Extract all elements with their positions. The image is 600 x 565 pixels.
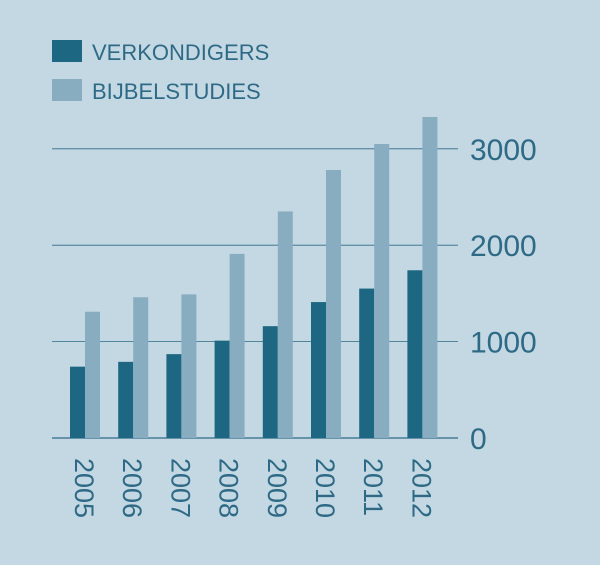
x-tick-label: 2007 — [165, 458, 195, 518]
bar-bijbelstudies-2011 — [374, 143, 390, 439]
bar-verkondigers-2005 — [70, 366, 85, 438]
x-axis-labels: 2005 2006 2007 2008 2009 2010 2011 2012 — [69, 458, 436, 518]
x-tick-label: 2008 — [214, 458, 244, 518]
gridlines — [52, 148, 458, 439]
bar-bijbelstudies-2005 — [85, 311, 100, 438]
bar-verkondigers-2009 — [262, 326, 278, 438]
y-tick-label: 1000 — [470, 327, 537, 360]
y-tick-label: 0 — [470, 423, 487, 456]
bar-bijbelstudies-2010 — [326, 170, 341, 438]
bar-bijbelstudies-2008 — [229, 253, 245, 438]
legend-label-bijbelstudies: BIJBELSTUDIES — [92, 79, 261, 104]
y-tick-label: 2000 — [470, 230, 537, 263]
bar-bijbelstudies-2007 — [181, 294, 197, 438]
y-tick-label: 3000 — [470, 134, 537, 167]
x-tick-label: 2009 — [262, 458, 292, 518]
legend-swatch-verkondigers — [52, 40, 82, 62]
bar-verkondigers-2007 — [166, 354, 182, 438]
bar-verkondigers-2011 — [359, 288, 375, 438]
y-axis-ticks: 0 1000 2000 3000 — [470, 134, 537, 456]
legend-label-verkondigers: VERKONDIGERS — [92, 40, 269, 65]
bar-verkondigers-2008 — [214, 340, 230, 438]
legend: VERKONDIGERS BIJBELSTUDIES — [52, 40, 269, 104]
bar-bijbelstudies-2006 — [133, 297, 149, 438]
bars — [70, 116, 438, 439]
x-tick-label: 2010 — [310, 458, 340, 518]
x-tick-label: 2011 — [358, 458, 388, 516]
bar-verkondigers-2010 — [311, 302, 326, 438]
bar-verkondigers-2006 — [118, 361, 134, 438]
bar-bijbelstudies-2009 — [277, 211, 293, 438]
x-tick-label: 2005 — [69, 458, 99, 518]
x-tick-label: 2006 — [117, 458, 147, 518]
bar-verkondigers-2012 — [407, 270, 423, 438]
legend-swatch-bijbelstudies — [52, 79, 82, 101]
bar-bijbelstudies-2012 — [422, 116, 438, 438]
x-tick-label: 2012 — [406, 458, 436, 518]
